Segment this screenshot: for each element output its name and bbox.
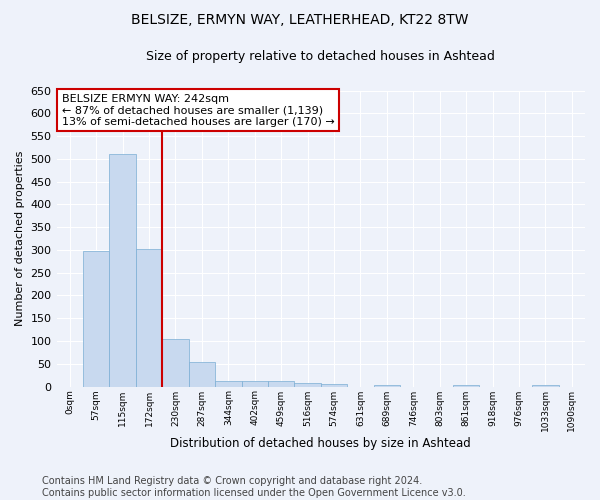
Bar [268, 381, 295, 386]
Bar [242, 381, 268, 386]
Bar [188, 362, 215, 386]
Bar [321, 384, 347, 386]
Y-axis label: Number of detached properties: Number of detached properties [15, 151, 25, 326]
Bar [532, 385, 559, 386]
Bar [215, 381, 242, 386]
Bar [295, 383, 321, 386]
Bar [453, 385, 479, 386]
Title: Size of property relative to detached houses in Ashtead: Size of property relative to detached ho… [146, 50, 495, 63]
Bar [109, 154, 136, 386]
Bar [374, 385, 400, 386]
Bar [162, 338, 188, 386]
Bar [83, 251, 109, 386]
X-axis label: Distribution of detached houses by size in Ashtead: Distribution of detached houses by size … [170, 437, 471, 450]
Bar [136, 250, 162, 386]
Text: BELSIZE ERMYN WAY: 242sqm
← 87% of detached houses are smaller (1,139)
13% of se: BELSIZE ERMYN WAY: 242sqm ← 87% of detac… [62, 94, 335, 126]
Text: Contains HM Land Registry data © Crown copyright and database right 2024.
Contai: Contains HM Land Registry data © Crown c… [42, 476, 466, 498]
Text: BELSIZE, ERMYN WAY, LEATHERHEAD, KT22 8TW: BELSIZE, ERMYN WAY, LEATHERHEAD, KT22 8T… [131, 12, 469, 26]
